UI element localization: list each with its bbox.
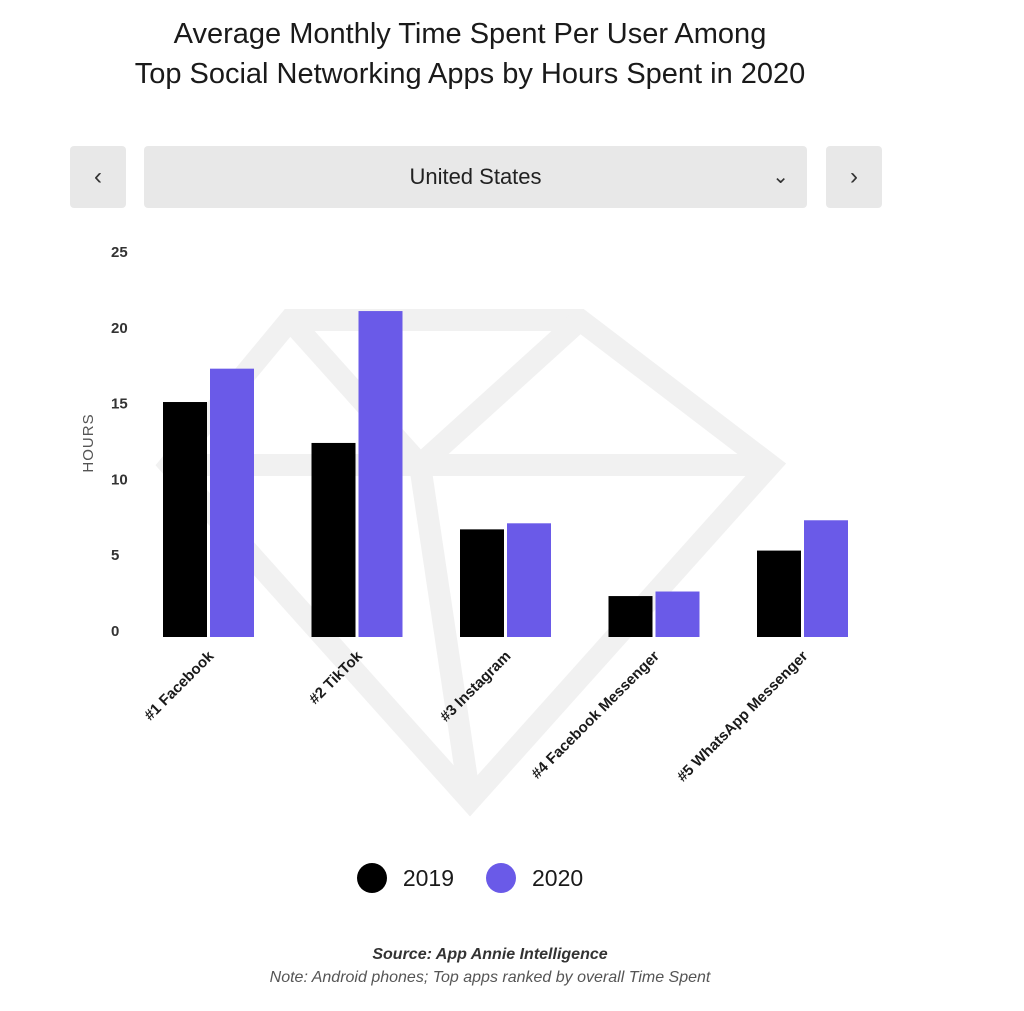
bar-2020-1[interactable]: [210, 368, 254, 637]
legend-item-2020[interactable]: 2020: [486, 863, 583, 893]
chart-title-line-2: Top Social Networking Apps by Hours Spen…: [134, 58, 806, 90]
chart-title-line-1: Average Monthly Time Spent Per User Amon…: [173, 18, 767, 50]
bar-chart: 0 5 10 15 20 25 HOURS #1 Facebook #2 TikTok #3 …: [80, 244, 848, 817]
bar-2020-2[interactable]: [358, 311, 403, 637]
y-tick-label: 25: [111, 244, 128, 261]
chart-title: Average Monthly Time Spent Per User Amon…: [0, 14, 940, 94]
y-tick-label: 10: [111, 471, 128, 488]
legend-swatch-2019: [356, 863, 387, 893]
y-axis-label: HOURS: [80, 413, 97, 472]
country-select-value: United States: [409, 164, 542, 189]
country-select[interactable]: United States ⌄: [144, 146, 807, 208]
y-tick-label: 15: [111, 396, 128, 413]
note-text: Note: Android phones; Top apps ranked by…: [269, 969, 711, 986]
legend: 2019 2020: [0, 858, 940, 898]
source-text: Source: App Annie Intelligence: [372, 946, 608, 963]
x-axis: #1 Facebook #2 TikTok #3 Instagram #4 Faceb…: [141, 647, 811, 785]
bar-2020-3[interactable]: [507, 523, 551, 637]
x-tick-label: #1 Facebook: [141, 647, 218, 724]
chevron-right-icon: ›: [850, 163, 858, 190]
y-tick-label: 20: [111, 320, 128, 337]
next-button[interactable]: ›: [826, 146, 882, 208]
y-axis: 0 5 10 15 20 25: [111, 244, 128, 640]
chevron-left-icon: ‹: [94, 163, 102, 190]
bar-2019-5[interactable]: [757, 550, 801, 637]
bar-2019-4[interactable]: [608, 596, 653, 637]
bar-2019-3[interactable]: [460, 529, 504, 637]
bar-2019-1[interactable]: [163, 402, 207, 637]
legend-label-2020: 2020: [532, 864, 584, 891]
chevron-down-icon: ⌄: [772, 166, 789, 188]
legend-label-2019: 2019: [402, 864, 454, 891]
legend-item-2019[interactable]: 2019: [356, 863, 454, 893]
y-tick-label: 0: [111, 623, 119, 640]
bars: [163, 311, 848, 637]
previous-button[interactable]: ‹: [70, 146, 126, 208]
bar-2020-4[interactable]: [655, 591, 700, 637]
legend-swatch-2020: [486, 863, 516, 893]
y-tick-label: 5: [111, 547, 119, 564]
bar-2019-2[interactable]: [311, 442, 356, 637]
x-tick-label: #5 WhatsApp Messenger: [674, 648, 812, 786]
bar-2020-5[interactable]: [804, 520, 848, 637]
